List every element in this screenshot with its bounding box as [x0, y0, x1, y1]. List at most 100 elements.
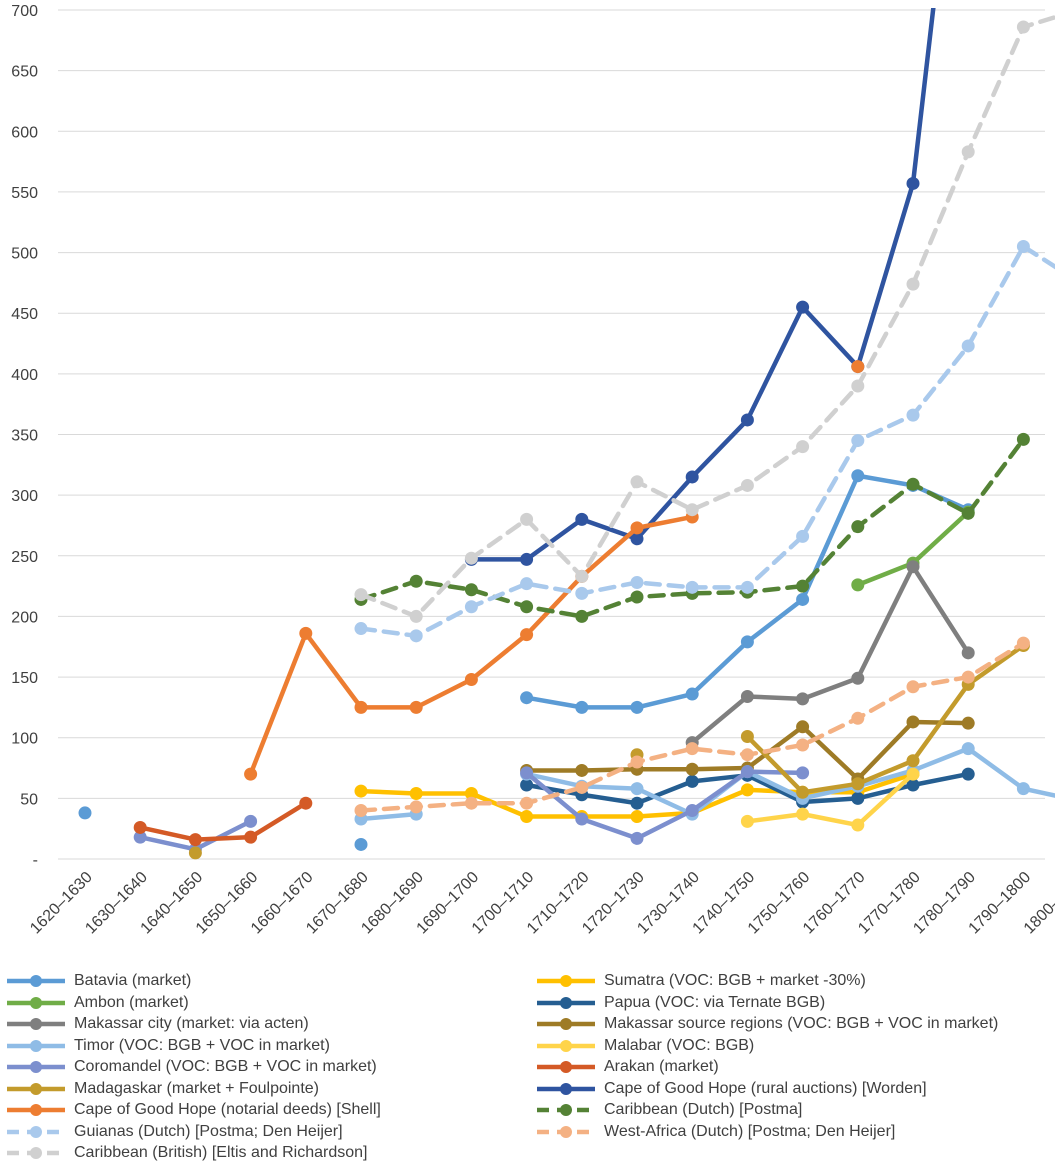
data-point [851, 520, 865, 534]
legend-item: Caribbean (Dutch) [Postma] [534, 1099, 802, 1121]
data-point [575, 812, 589, 826]
legend-label: Timor (VOC: BGB + VOC in market) [74, 1036, 330, 1054]
data-point [133, 820, 147, 834]
data-point [354, 784, 368, 798]
legend-label: Ambon (market) [74, 993, 189, 1011]
data-point [630, 831, 644, 845]
data-point [520, 778, 534, 792]
legend: Batavia (market) Sumatra (VOC: BGB + mark… [0, 962, 1055, 1167]
legend-swatch [7, 1104, 65, 1116]
data-point [464, 796, 478, 810]
data-point [906, 778, 920, 792]
y-tick-label: 450 [11, 306, 38, 323]
data-point [740, 748, 754, 762]
data-point [1016, 20, 1030, 34]
data-point [299, 626, 313, 640]
data-point [630, 810, 644, 824]
data-point [685, 687, 699, 701]
data-point [906, 715, 920, 729]
data-point [961, 646, 975, 660]
legend-swatch [537, 1125, 595, 1138]
data-point [133, 830, 147, 844]
data-point [685, 774, 699, 788]
data-point [520, 600, 534, 614]
data-point [575, 569, 589, 583]
legend-item: Batavia (market) [4, 970, 191, 992]
data-point [906, 408, 920, 422]
data-point [851, 777, 865, 791]
series-10 [188, 639, 1030, 860]
legend-item: Makassar city (market: via acten) [4, 1013, 309, 1035]
y-tick-label: 200 [11, 609, 38, 626]
series-2 [851, 505, 975, 592]
data-point [961, 506, 975, 520]
data-point [685, 503, 699, 517]
series-11 [464, 8, 936, 566]
legend-item: Cape of Good Hope (notarial deeds) [Shel… [4, 1099, 381, 1121]
legend-label: Coromandel (VOC: BGB + VOC in market) [74, 1058, 377, 1075]
series-line [358, 811, 419, 822]
data-point [575, 780, 589, 794]
data-point [796, 592, 810, 606]
data-point [520, 796, 534, 810]
legend-swatch [537, 1082, 595, 1095]
data-point [685, 803, 699, 817]
data-point [575, 700, 589, 714]
data-point [685, 762, 699, 776]
y-tick-label: 600 [11, 124, 38, 141]
legend-swatch [7, 1147, 65, 1159]
data-point [354, 837, 368, 851]
data-point [906, 477, 920, 491]
legend-item: Papua (VOC: via Ternate BGB) [534, 992, 825, 1014]
legend-swatch [7, 996, 65, 1009]
data-point [520, 628, 534, 642]
series-layer [78, 8, 1055, 860]
data-point [961, 716, 975, 730]
data-point [796, 300, 810, 314]
y-tick-label: 650 [11, 64, 38, 81]
data-point [851, 818, 865, 832]
data-point [851, 360, 865, 374]
data-point [464, 787, 478, 801]
legend-item: Sumatra (VOC: BGB + market -30%) [534, 970, 866, 992]
legend-swatch [7, 1039, 65, 1052]
series-6 [354, 742, 1055, 826]
data-point [520, 766, 534, 780]
legend-item: Timor (VOC: BGB + VOC in market) [4, 1035, 330, 1057]
data-point [630, 755, 644, 769]
legend-item: Malabar (VOC: BGB) [534, 1035, 754, 1057]
data-point [961, 767, 975, 781]
series-line [524, 769, 805, 841]
data-point [630, 532, 644, 546]
data-point [409, 787, 423, 801]
data-point [464, 583, 478, 597]
data-point [740, 783, 754, 797]
data-point [464, 600, 478, 614]
series-12 [244, 360, 865, 781]
legend-label: Papua (VOC: via Ternate BGB) [604, 993, 826, 1011]
legend-swatch [537, 996, 595, 1009]
legend-swatch [7, 975, 65, 987]
data-point [961, 145, 975, 159]
data-point [740, 730, 754, 744]
data-point [630, 782, 644, 796]
legend-label: Cape of Good Hope (notarial deeds) [Shel… [74, 1101, 381, 1118]
legend-label: Caribbean (British) [Eltis and Richardso… [74, 1144, 368, 1161]
data-point [796, 579, 810, 593]
data-point [796, 692, 810, 706]
data-point [796, 720, 810, 734]
data-point [520, 810, 534, 824]
data-point [851, 379, 865, 393]
data-point [685, 742, 699, 756]
data-point [464, 551, 478, 565]
series-line [358, 244, 1055, 639]
data-point [630, 475, 644, 489]
data-point [409, 609, 423, 623]
data-point [796, 440, 810, 454]
data-point [796, 738, 810, 752]
data-point [796, 529, 810, 543]
legend-label: Caribbean (Dutch) [Postma] [604, 1101, 803, 1118]
data-point [299, 796, 313, 810]
data-point [409, 700, 423, 714]
data-point [520, 691, 534, 705]
